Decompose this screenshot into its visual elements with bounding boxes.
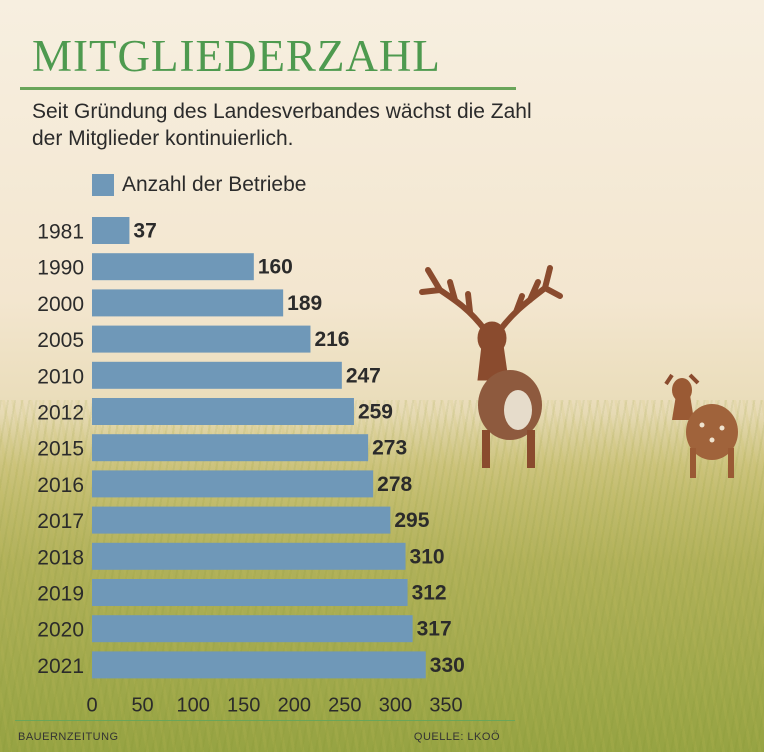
bar [92, 542, 406, 570]
data-label: 259 [358, 401, 393, 424]
data-label: 273 [372, 437, 407, 460]
legend-label: Anzahl der Betriebe [122, 173, 307, 196]
category-label: 2015 [37, 438, 84, 461]
x-tick-label: 50 [131, 695, 153, 717]
source-credit: QUELLE: LKOÖ [413, 731, 500, 743]
category-label: 2005 [37, 329, 84, 352]
legend-swatch [92, 174, 114, 196]
bar [92, 579, 408, 606]
category-label: 2020 [37, 619, 84, 642]
bar [92, 615, 413, 643]
category-label: 2012 [37, 402, 84, 425]
data-label: 189 [287, 292, 322, 315]
page-title: MITGLIEDERZAHL [32, 31, 441, 81]
bar [92, 434, 369, 462]
data-label: 216 [314, 328, 349, 351]
bar [92, 289, 284, 317]
bar [92, 470, 374, 498]
data-label: 312 [412, 582, 447, 605]
bar [92, 398, 354, 425]
category-label: 2000 [37, 293, 84, 316]
category-label: 2016 [37, 474, 84, 497]
bar [92, 651, 426, 679]
data-label: 160 [258, 256, 293, 279]
x-tick-label: 150 [227, 695, 260, 717]
category-label: 1990 [37, 257, 84, 280]
category-label: 2021 [37, 655, 84, 678]
data-label: 330 [430, 654, 465, 677]
data-label: 278 [377, 473, 412, 496]
category-label: 1981 [37, 221, 84, 244]
x-tick-label: 250 [328, 695, 361, 717]
x-tick-label: 200 [278, 695, 311, 717]
footer-divider [15, 720, 515, 721]
bar [92, 361, 342, 389]
title-divider [20, 87, 516, 90]
x-tick-label: 0 [86, 695, 97, 717]
category-label: 2018 [37, 546, 84, 569]
publisher-credit: BAUERNZEITUNG [18, 731, 119, 743]
x-tick-label: 350 [429, 695, 462, 717]
x-tick-label: 300 [379, 695, 412, 717]
data-label: 37 [133, 220, 156, 243]
category-label: 2019 [37, 583, 84, 606]
x-tick-label: 100 [176, 695, 209, 717]
data-label: 295 [394, 509, 429, 532]
data-label: 247 [346, 364, 381, 387]
bar [92, 325, 311, 353]
data-label: 310 [410, 545, 445, 568]
page-subtitle: Seit Gründung des Landesverbandes wächst… [32, 100, 532, 150]
chart-legend: Anzahl der Betriebe [92, 173, 306, 197]
bar [92, 217, 130, 244]
bar [92, 506, 391, 534]
data-label: 317 [417, 618, 452, 641]
bar [92, 253, 254, 281]
category-label: 2017 [37, 510, 84, 533]
category-label: 2010 [37, 365, 84, 388]
